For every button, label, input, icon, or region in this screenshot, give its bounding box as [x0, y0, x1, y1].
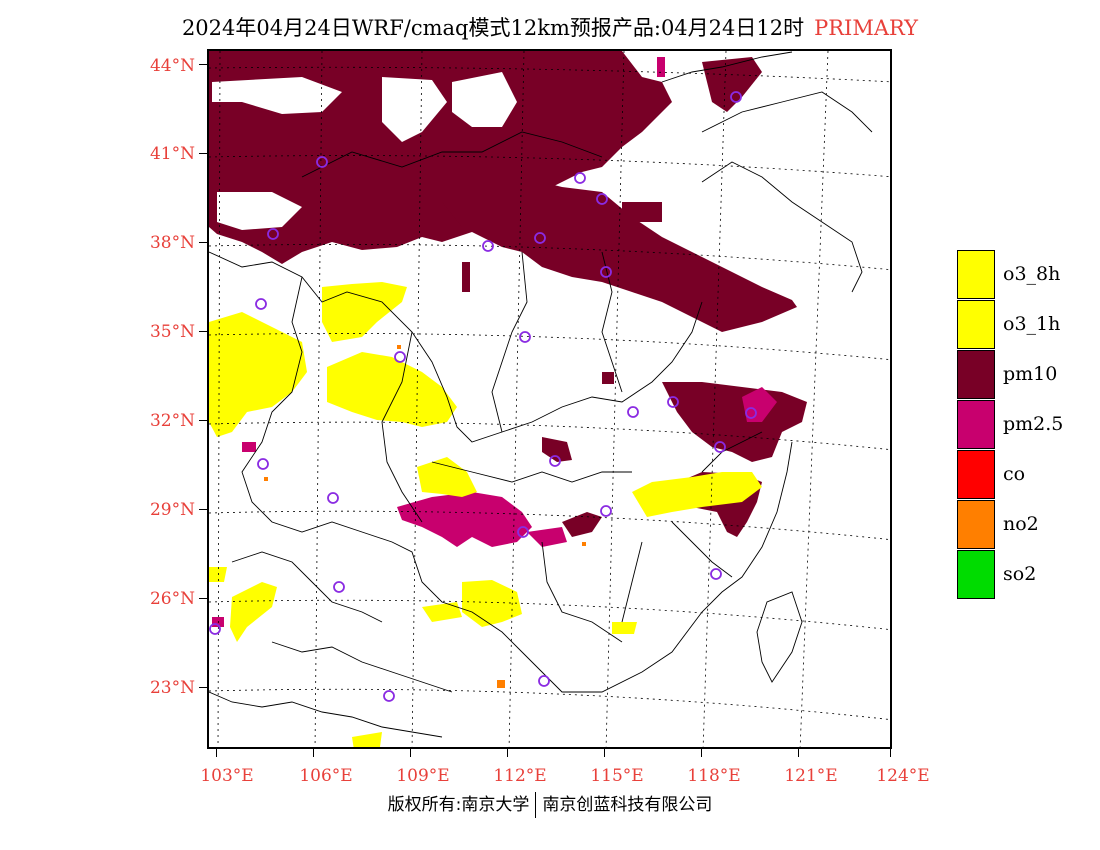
graticule — [209, 51, 890, 747]
legend-item-pm10: pm10 — [957, 349, 1097, 399]
lon-tick — [604, 749, 605, 757]
lon-label-124: 124°E — [876, 766, 930, 786]
lat-label-32: 32°N — [149, 411, 195, 431]
legend-swatch — [957, 249, 995, 299]
title-main: 2024年04月24日WRF/cmaq模式12km预报产品:04月24日12时 — [181, 16, 805, 40]
lat-tick — [199, 153, 207, 154]
lat-tick — [199, 598, 207, 599]
minor-pollutant-spots — [264, 345, 586, 688]
lat-label-26: 26°N — [149, 589, 195, 609]
legend-label: pm10 — [1003, 363, 1058, 385]
pm25-areas — [212, 57, 777, 627]
lat-tick — [199, 687, 207, 688]
legend-label: no2 — [1003, 513, 1039, 535]
legend-item-co: co — [957, 449, 1097, 499]
lon-tick — [890, 749, 891, 757]
o3-areas — [209, 282, 762, 747]
copyright-left: 版权所有:南京大学 — [387, 795, 530, 815]
legend-label: so2 — [1003, 563, 1037, 585]
legend-item-so2: so2 — [957, 549, 1097, 599]
lat-tick — [199, 420, 207, 421]
legend-swatch — [957, 349, 995, 399]
lon-label-103: 103°E — [200, 766, 254, 786]
legend-swatch — [957, 499, 995, 549]
lon-tick — [701, 749, 702, 757]
lat-tick — [199, 242, 207, 243]
title-tag: PRIMARY — [814, 16, 919, 40]
legend-label: pm2.5 — [1003, 413, 1064, 435]
lon-label-115: 115°E — [590, 766, 644, 786]
legend-item-o3-8h: o3_8h — [957, 249, 1097, 299]
lat-tick — [199, 331, 207, 332]
pollutant-map[interactable] — [207, 49, 892, 749]
lat-tick — [199, 64, 207, 65]
map-canvas — [209, 51, 890, 747]
copyright-footer: 版权所有:南京大学 南京创蓝科技有限公司 — [0, 790, 1100, 818]
lat-label-29: 29°N — [149, 500, 195, 520]
lat-label-35: 35°N — [149, 322, 195, 342]
lon-tick — [410, 749, 411, 757]
legend-item-no2: no2 — [957, 499, 1097, 549]
lon-label-118: 118°E — [687, 766, 741, 786]
lat-label-41: 41°N — [149, 144, 195, 164]
lon-tick — [798, 749, 799, 757]
lon-label-109: 109°E — [396, 766, 450, 786]
legend-swatch — [957, 399, 995, 449]
legend-swatch — [957, 299, 995, 349]
clear-areas — [212, 72, 792, 230]
footer-divider — [535, 792, 537, 818]
lat-label-44: 44°N — [149, 56, 195, 76]
lat-label-23: 23°N — [149, 678, 195, 698]
legend-label: co — [1003, 463, 1026, 485]
legend-swatch — [957, 449, 995, 499]
map-title: 2024年04月24日WRF/cmaq模式12km预报产品:04月24日12时 P… — [0, 12, 1100, 42]
legend-swatch — [957, 549, 995, 599]
legend-item-o3-1h: o3_1h — [957, 299, 1097, 349]
station-markers — [209, 91, 757, 702]
lon-label-121: 121°E — [784, 766, 838, 786]
copyright-right: 南京创蓝科技有限公司 — [542, 795, 713, 815]
lon-tick — [216, 749, 217, 757]
legend-label: o3_1h — [1003, 313, 1061, 335]
lon-label-112: 112°E — [493, 766, 547, 786]
legend-item-pm25: pm2.5 — [957, 399, 1097, 449]
lon-label-106: 106°E — [299, 766, 353, 786]
lat-label-38: 38°N — [149, 233, 195, 253]
legend: o3_8h o3_1h pm10 pm2.5 co no2 so2 — [957, 249, 1097, 599]
legend-label: o3_8h — [1003, 263, 1061, 285]
lat-tick — [199, 509, 207, 510]
lon-tick — [313, 749, 314, 757]
lon-tick — [507, 749, 508, 757]
boundaries — [209, 51, 873, 738]
